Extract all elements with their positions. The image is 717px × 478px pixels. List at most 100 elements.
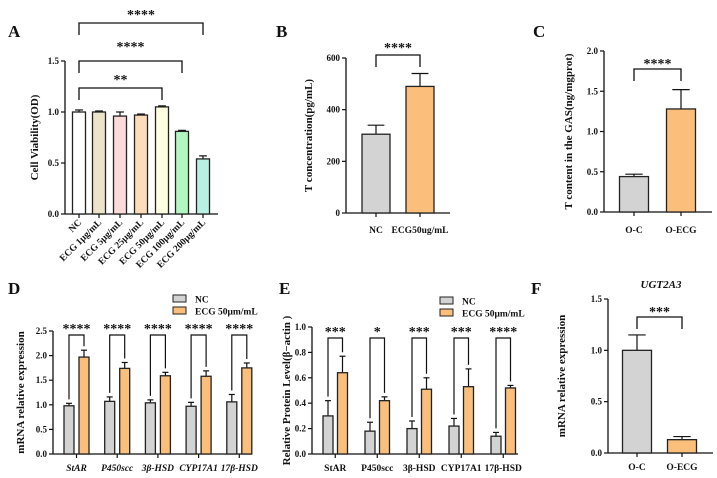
bar xyxy=(364,430,376,455)
panel-letter: E xyxy=(279,279,290,298)
bar xyxy=(665,108,697,213)
y-axis-label: mRNA relative expression xyxy=(15,331,27,453)
chart-title: UGT2A3 xyxy=(641,279,682,291)
bar xyxy=(322,415,334,455)
bar xyxy=(78,356,90,455)
significance-bracket xyxy=(411,337,428,417)
x-tick-label: P450scc xyxy=(101,464,134,474)
significance-label: **** xyxy=(144,322,172,337)
significance-label: **** xyxy=(644,57,672,72)
bar xyxy=(420,388,433,455)
x-tick-label: StAR xyxy=(324,464,346,474)
y-tick-label: 1.5 xyxy=(48,56,60,66)
legend-swatch xyxy=(172,294,187,303)
bar xyxy=(504,387,517,455)
y-tick-label: 0 xyxy=(336,208,341,218)
bar xyxy=(174,130,190,215)
significance-bracket xyxy=(109,334,126,393)
x-tick-label: 17β-HSD xyxy=(221,464,258,474)
y-tick-label: 2.0 xyxy=(36,351,48,361)
bar xyxy=(185,405,197,455)
y-tick-label: 400 xyxy=(327,105,341,115)
y-tick-label: 0.5 xyxy=(36,424,48,434)
significance-bracket xyxy=(369,337,386,419)
significance-label: **** xyxy=(489,325,517,340)
bar xyxy=(91,111,107,215)
y-tick-label: 0.0 xyxy=(591,448,603,458)
legend-swatch xyxy=(439,296,454,305)
significance-label: ** xyxy=(114,73,128,88)
significance-label: **** xyxy=(127,8,155,23)
y-tick-label: 1.0 xyxy=(295,322,307,332)
y-tick-label: 0.5 xyxy=(48,158,60,168)
y-axis-label: mRNA relative expression xyxy=(556,315,568,437)
y-tick-label: 1.0 xyxy=(36,400,48,410)
significance-label: * xyxy=(374,325,381,340)
legend-label: ECG 50μm/mL xyxy=(195,308,258,318)
bar xyxy=(361,133,391,214)
x-tick-label: P450scc xyxy=(361,464,393,474)
bar xyxy=(241,367,253,455)
x-tick-label: 17β-HSD xyxy=(485,464,522,474)
y-tick-label: 0.8 xyxy=(295,347,307,357)
bar xyxy=(195,158,211,215)
x-tick-label: NC xyxy=(369,226,383,236)
significance-label: **** xyxy=(117,40,145,55)
y-tick-label: 0.5 xyxy=(587,167,599,177)
bar xyxy=(144,402,157,455)
panel-letter: B xyxy=(276,22,287,41)
y-tick-label: 2.0 xyxy=(587,46,599,56)
significance-label: *** xyxy=(409,325,430,340)
panel-letter: A xyxy=(8,22,21,41)
significance-bracket xyxy=(633,68,682,81)
significance-label: **** xyxy=(103,322,131,337)
significance-label: *** xyxy=(451,325,472,340)
y-tick-label: 1.0 xyxy=(591,345,603,355)
bar xyxy=(71,111,87,215)
x-tick-label: 3β-HSD xyxy=(403,464,436,474)
y-tick-label: 200 xyxy=(327,156,341,166)
x-tick-label: O-C xyxy=(625,226,643,236)
x-tick-label: StAR xyxy=(66,464,87,474)
x-tick-label: CYP17A1 xyxy=(441,464,482,474)
y-tick-label: 0.2 xyxy=(295,424,307,434)
y-axis-label: T concentration(pg/mL) xyxy=(303,79,315,192)
bar xyxy=(112,115,128,215)
x-tick-label: O-C xyxy=(628,463,646,473)
significance-bracket xyxy=(78,87,163,100)
significance-bracket xyxy=(231,334,248,391)
bar xyxy=(159,375,172,455)
bar xyxy=(63,405,75,455)
x-tick-label: O-ECG xyxy=(666,463,698,473)
significance-label: *** xyxy=(325,325,346,340)
y-tick-label: 0.5 xyxy=(591,397,603,407)
significance-bracket xyxy=(190,334,207,399)
legend-swatch xyxy=(439,308,454,317)
bar xyxy=(618,175,650,213)
bar xyxy=(462,386,475,455)
significance-bracket xyxy=(453,337,470,415)
bar xyxy=(226,401,238,455)
y-tick-label: 600 xyxy=(327,53,341,63)
y-tick-label: 0.0 xyxy=(36,449,48,459)
y-tick-label: 1.0 xyxy=(587,127,599,137)
x-tick-label: ECG50ug/mL xyxy=(391,226,448,236)
y-tick-label: 1.5 xyxy=(587,86,599,96)
bar xyxy=(406,427,418,455)
significance-bracket xyxy=(375,54,421,67)
y-axis-label: T content in the GAS(ng/mgprot) xyxy=(563,53,575,209)
y-axis-label: Cell Viability(OD) xyxy=(29,94,41,180)
bar xyxy=(405,85,435,214)
bar xyxy=(200,375,212,455)
bar xyxy=(378,400,391,455)
significance-label: **** xyxy=(225,322,253,337)
x-tick-label: CYP17A1 xyxy=(179,464,218,474)
y-tick-label: 1.5 xyxy=(36,375,48,385)
bar xyxy=(490,435,502,455)
significance-label: **** xyxy=(63,322,91,337)
bar xyxy=(104,400,116,455)
significance-label: **** xyxy=(185,322,213,337)
panel-letter: C xyxy=(533,22,545,41)
y-tick-label: 0.6 xyxy=(295,373,307,383)
